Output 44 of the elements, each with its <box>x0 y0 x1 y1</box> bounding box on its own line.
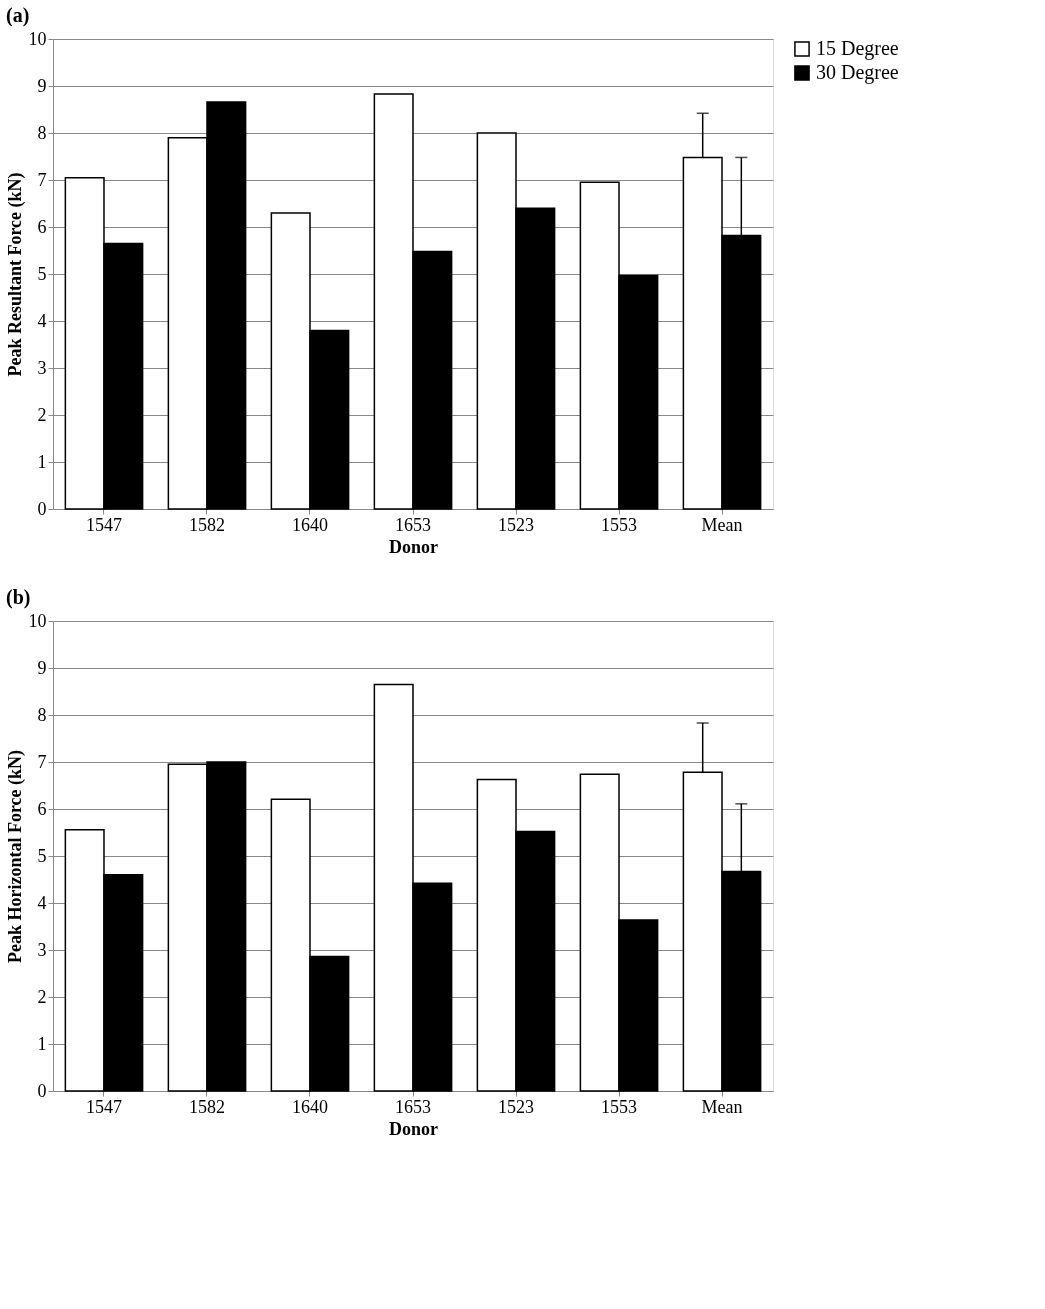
y-tick-label: 3 <box>37 939 47 960</box>
y-tick-label: 8 <box>37 704 47 725</box>
x-tick-label: 1553 <box>601 514 638 535</box>
y-axis-title: Peak Horizontal Force (kN) <box>4 749 26 964</box>
y-tick-label: 0 <box>37 1080 47 1101</box>
legend-label: 15 Degree <box>816 37 899 60</box>
y-tick-label: 2 <box>37 404 47 425</box>
x-axis-title: Donor <box>389 1118 439 1139</box>
y-tick-label: 3 <box>37 357 47 378</box>
x-tick-label: 1653 <box>395 1096 431 1117</box>
x-tick-label: 1547 <box>85 1096 122 1117</box>
chart-title: (b) <box>6 586 31 609</box>
y-tick-label: 9 <box>37 75 47 96</box>
y-tick-label: 2 <box>37 986 47 1007</box>
y-tick-label: 6 <box>37 798 47 819</box>
y-tick-label: 6 <box>37 216 47 237</box>
y-tick-label: 7 <box>37 169 47 190</box>
y-tick-label: 4 <box>37 892 47 913</box>
x-tick-label: 1547 <box>85 514 122 535</box>
x-tick-label: Mean <box>701 514 743 535</box>
y-tick-label: 10 <box>28 28 47 49</box>
y-tick-label: 8 <box>37 122 47 143</box>
y-tick-label: 4 <box>37 310 47 331</box>
y-tick-label: 9 <box>37 657 47 678</box>
legend-label: 30 Degree <box>816 61 899 84</box>
x-tick-label: Mean <box>701 1096 743 1117</box>
x-tick-label: 1553 <box>601 1096 638 1117</box>
x-tick-label: 1523 <box>498 514 534 535</box>
y-axis-title: Peak Resultant Force (kN) <box>4 172 26 377</box>
chart-title: (a) <box>6 4 30 27</box>
x-tick-label: 1640 <box>292 514 328 535</box>
x-tick-label: 1523 <box>498 1096 534 1117</box>
y-tick-label: 1 <box>37 451 47 472</box>
y-tick-label: 10 <box>28 610 47 631</box>
x-axis-title: Donor <box>389 536 439 557</box>
y-tick-label: 0 <box>37 498 47 519</box>
x-tick-label: 1653 <box>395 514 431 535</box>
y-tick-label: 7 <box>37 751 47 772</box>
x-tick-label: 1582 <box>188 514 225 535</box>
x-tick-label: 1582 <box>188 1096 225 1117</box>
y-tick-label: 5 <box>37 263 47 284</box>
y-tick-label: 5 <box>37 845 47 866</box>
y-tick-label: 1 <box>37 1033 47 1054</box>
x-tick-label: 1640 <box>292 1096 328 1117</box>
